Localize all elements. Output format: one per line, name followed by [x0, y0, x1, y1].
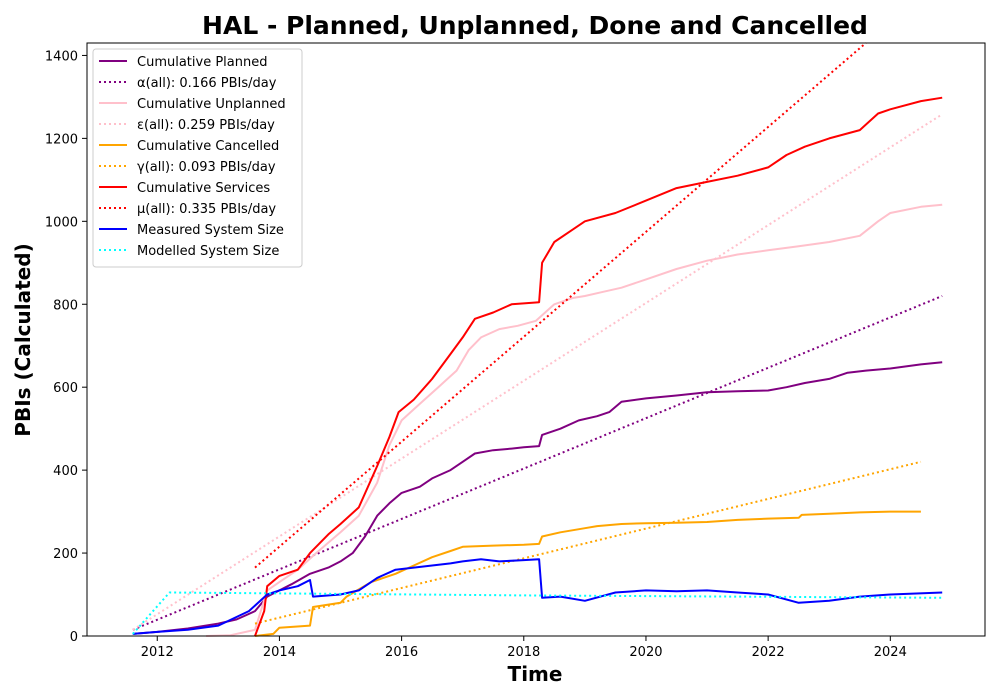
- y-tick-label-1200: 1200: [45, 132, 78, 147]
- y-tick-label-200: 200: [53, 547, 78, 562]
- y-tick-label-800: 800: [53, 298, 78, 313]
- x-tick-label-2012: 2012: [141, 645, 174, 660]
- series-line-3-cumulative-unplanned: [206, 203, 943, 637]
- legend-label-9: Measured System Size: [137, 223, 284, 238]
- axes-layer: 2012 2014 2016 2018 2020 2022 2024 0 200 400 600 80…: [45, 42, 986, 660]
- series-line-2-all-0-166-pbis-day: [132, 295, 943, 631]
- legend-label-5: Cumulative Cancelled: [137, 139, 279, 154]
- series-layer: [132, 42, 943, 637]
- series-line-6-all-0-093-pbis-day: [254, 460, 922, 625]
- y-tick-label-1400: 1400: [45, 49, 78, 64]
- x-tick-label-2024: 2024: [874, 645, 907, 660]
- series-line-1-cumulative-planned: [132, 361, 943, 635]
- legend-label-10: Modelled System Size: [137, 244, 279, 259]
- y-tick-label-600: 600: [53, 381, 78, 396]
- x-tick-label-2022: 2022: [752, 645, 785, 660]
- legend: Cumulative Planned α(all): 0.166 PBIs/day…: [92, 48, 303, 268]
- plot-frame: [86, 42, 986, 637]
- series-line-7-cumulative-services: [254, 96, 943, 637]
- y-tick-label-1000: 1000: [45, 215, 78, 230]
- legend-label-3: Cumulative Unplanned: [137, 97, 286, 112]
- x-tick-label-2018: 2018: [507, 645, 540, 660]
- series-line-5-cumulative-cancelled: [254, 510, 921, 637]
- legend-box: [92, 48, 303, 268]
- y-tick-label-400: 400: [53, 464, 78, 479]
- series-line-9-measured-system-size: [132, 558, 943, 635]
- legend-label-6: γ(all): 0.093 PBIs/day: [137, 160, 276, 175]
- chart-title: HAL - Planned, Unplanned, Done and Cance…: [202, 11, 868, 40]
- x-tick-label-2014: 2014: [263, 645, 296, 660]
- legend-label-1: Cumulative Planned: [137, 55, 267, 70]
- series-line-8-all-0-335-pbis-day: [254, 42, 867, 569]
- x-axis-label: Time: [508, 662, 563, 686]
- x-tick-label-2016: 2016: [385, 645, 418, 660]
- y-tick-label-0: 0: [70, 630, 78, 645]
- y-axis-label: PBIs (Calculated): [11, 243, 35, 436]
- x-tick-label-2020: 2020: [629, 645, 662, 660]
- legend-label-8: μ(all): 0.335 PBIs/day: [137, 202, 276, 217]
- legend-label-7: Cumulative Services: [137, 181, 270, 196]
- legend-label-4: ε(all): 0.259 PBIs/day: [137, 118, 275, 133]
- legend-label-2: α(all): 0.166 PBIs/day: [137, 76, 277, 91]
